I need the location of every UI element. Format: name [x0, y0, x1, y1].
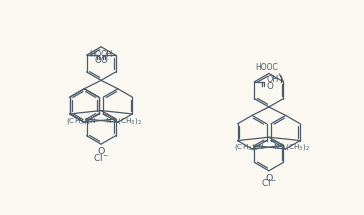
- Text: O: O: [265, 174, 273, 183]
- Text: OH: OH: [266, 75, 278, 84]
- Text: HOOC: HOOC: [256, 63, 278, 72]
- Text: Cl$^-$: Cl$^-$: [93, 152, 109, 163]
- Text: HO: HO: [90, 50, 102, 59]
- Text: O: O: [98, 147, 105, 156]
- Text: OH: OH: [100, 50, 112, 59]
- Text: O: O: [95, 56, 102, 65]
- Text: O: O: [266, 82, 273, 91]
- Text: N$^+$(CH$_3$)$_2$: N$^+$(CH$_3$)$_2$: [273, 141, 310, 153]
- Text: (CH$_3$)$_2$N: (CH$_3$)$_2$N: [234, 141, 265, 152]
- Text: N$^+$(CH$_3$)$_2$: N$^+$(CH$_3$)$_2$: [105, 116, 142, 127]
- Text: O: O: [100, 56, 107, 65]
- Text: (CH$_3$)$_2$N: (CH$_3$)$_2$N: [67, 116, 97, 126]
- Text: Cl$^-$: Cl$^-$: [261, 177, 277, 188]
